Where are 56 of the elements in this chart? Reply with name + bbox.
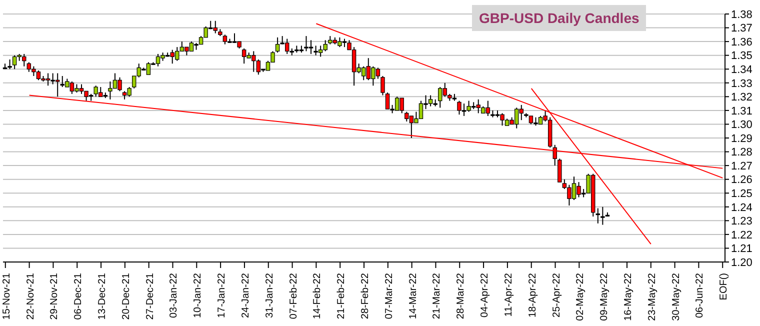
- x-tick-label: 28-Mar-22: [456, 272, 467, 320]
- x-tick-label: 14-Mar-22: [408, 272, 419, 320]
- y-tick-label: 1.30: [731, 119, 752, 132]
- x-tick-label: 18-Apr-22: [527, 272, 538, 318]
- y-tick-label: 1.33: [731, 78, 752, 90]
- x-tick-label: 07-Mar-22: [384, 272, 395, 320]
- y-tick-label: 1.20: [731, 256, 752, 269]
- x-tick-label: EOF(): [718, 273, 730, 300]
- y-tick-label: 1.24: [731, 202, 752, 214]
- y-tick-label: 1.34: [731, 64, 752, 76]
- y-tick-label: 1.28: [731, 146, 752, 159]
- x-tick-label: 16-May-22: [622, 272, 634, 321]
- x-tick-label: 24-Jan-22: [240, 272, 252, 318]
- y-tick-label: 1.36: [731, 36, 752, 48]
- chart-title: GBP-USD Daily Candles: [472, 5, 646, 31]
- x-tick-label: 21-Feb-22: [336, 272, 348, 320]
- x-tick-label: 06-Dec-21: [73, 272, 84, 320]
- x-tick-label: 27-Dec-21: [144, 272, 156, 320]
- x-tick-label: 29-Nov-21: [49, 272, 60, 320]
- x-tick-label: 09-May-22: [599, 272, 610, 321]
- y-tick-label: 1.27: [731, 160, 752, 172]
- y-tick-label: 1.21: [731, 243, 752, 256]
- x-tick-label: 04-Apr-22: [480, 272, 491, 318]
- x-tick-label: 22-Nov-21: [25, 272, 36, 320]
- x-tick-label: 21-Mar-22: [432, 272, 443, 320]
- y-tick-label: 1.37: [731, 22, 752, 35]
- x-tick-label: 02-May-22: [575, 272, 586, 321]
- candlestick: [596, 208, 600, 224]
- x-tick-label: 28-Feb-22: [360, 272, 371, 320]
- x-tick-label: 31-Jan-22: [264, 272, 276, 318]
- x-tick-label: 11-Apr-22: [503, 272, 514, 317]
- y-tick-label: 1.22: [731, 229, 752, 242]
- x-tick-label: 13-Dec-21: [97, 272, 108, 320]
- y-tick-label: 1.23: [731, 216, 752, 228]
- x-tick-label: 20-Dec-21: [120, 272, 132, 320]
- x-tick-label: 14-Feb-22: [312, 272, 324, 320]
- x-tick-label: 17-Jan-22: [216, 272, 228, 318]
- y-tick-label: 1.35: [731, 50, 752, 62]
- candlestick: [558, 158, 562, 183]
- candlestick: [8, 58, 12, 70]
- x-tick-label: 10-Jan-22: [192, 272, 204, 318]
- x-tick-label: 23-May-22: [646, 272, 658, 321]
- x-tick-label: 15-Nov-21: [1, 272, 12, 320]
- candlestick: [552, 144, 557, 166]
- x-tick-label: 07-Feb-22: [288, 272, 300, 320]
- x-tick-label: 25-Apr-22: [551, 272, 562, 318]
- y-tick-label: 1.32: [731, 92, 752, 104]
- y-tick-label: 1.31: [731, 105, 752, 118]
- x-tick-label: 30-May-22: [670, 272, 682, 321]
- x-tick-label: 03-Jan-22: [168, 272, 180, 318]
- y-tick-label: 1.29: [731, 132, 752, 145]
- candlestick: [380, 76, 385, 96]
- y-tick-label: 1.38: [731, 8, 752, 21]
- y-tick-label: 1.25: [731, 188, 752, 200]
- x-tick-label: 06-Jun-22: [694, 272, 706, 318]
- y-tick-label: 1.26: [731, 174, 752, 186]
